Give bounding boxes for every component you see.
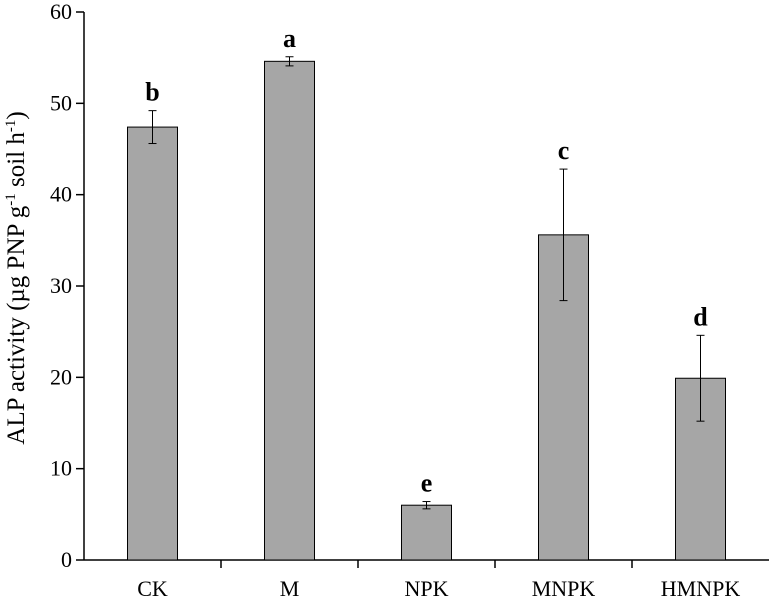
y-axis-title-suffix: ): [3, 111, 30, 119]
x-category-label-npk: NPK: [404, 576, 448, 601]
bar-npk: [401, 504, 452, 561]
significance-label-hmnpk: d: [693, 302, 708, 331]
significance-label-npk: e: [421, 469, 433, 498]
significance-label-ck: b: [145, 78, 159, 107]
y-tick-label: 20: [50, 364, 72, 389]
y-axis-title-sup1: -1: [3, 193, 19, 206]
significance-label-mnpk: c: [558, 136, 570, 165]
y-tick-label: 50: [50, 90, 72, 115]
bar-m: [264, 60, 315, 561]
y-tick-label: 0: [61, 547, 72, 572]
y-tick-label: 40: [50, 182, 72, 207]
y-axis-title-sup2: -1: [3, 120, 19, 133]
y-tick-label: 10: [50, 456, 72, 481]
y-tick-label: 30: [50, 273, 72, 298]
x-category-label-m: M: [280, 576, 300, 601]
y-axis-title-prefix: ALP activity (µg PNP g: [3, 205, 30, 444]
x-category-label-ck: CK: [137, 576, 168, 601]
x-category-label-mnpk: MNPK: [532, 576, 596, 601]
y-axis-title-middle: soil h: [3, 132, 30, 194]
significance-label-m: a: [283, 24, 296, 53]
y-tick-label: 60: [50, 0, 72, 24]
x-category-label-hmnpk: HMNPK: [661, 576, 741, 601]
bar-ck: [127, 126, 178, 561]
y-axis-title: ALP activity (µg PNP g-1 soil h-1): [3, 111, 30, 444]
